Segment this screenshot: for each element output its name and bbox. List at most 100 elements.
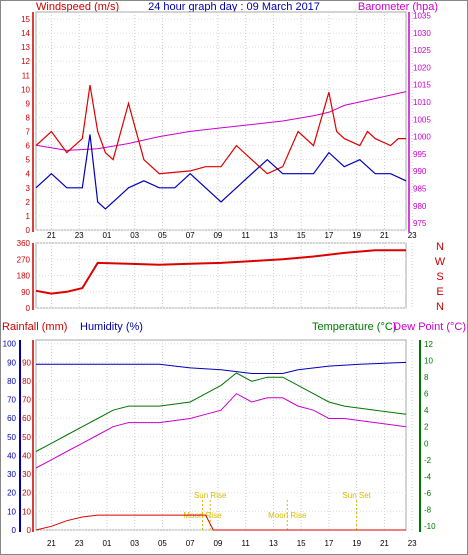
temperature-tick-label: 10 xyxy=(424,357,433,366)
humidity-tick-label: 90 xyxy=(7,358,16,367)
wind-tick-label: 11 xyxy=(22,71,31,80)
time-tick-label: 23 xyxy=(408,231,417,240)
wind-panel xyxy=(35,11,407,231)
humidity-tick-label: 20 xyxy=(7,489,16,498)
compass-label: W xyxy=(435,256,446,268)
direction-grid xyxy=(36,242,413,309)
barometer-tick-label: 990 xyxy=(413,167,427,176)
time-tick-label: 21 xyxy=(47,231,56,240)
barometer-tick-label: 1015 xyxy=(413,81,431,90)
wind-tick-label: 6 xyxy=(26,142,31,151)
climate-lines xyxy=(35,361,407,531)
wind-tick-label: 13 xyxy=(21,43,30,52)
rainfall-label: Rainfall (mm) xyxy=(2,321,67,333)
rain-tick-label: 70 xyxy=(22,396,31,405)
direction-tick-label: 90 xyxy=(21,288,30,297)
time-tick-label: 05 xyxy=(158,231,167,240)
time-tick-label: 13 xyxy=(269,231,278,240)
wind-lines xyxy=(35,85,407,210)
wind-grid xyxy=(36,12,413,231)
time-tick-label: 09 xyxy=(213,231,222,240)
direction-tick-label: 0 xyxy=(26,304,31,313)
temperature-tick-label: 6 xyxy=(424,390,429,399)
wind-tick-label: 3 xyxy=(26,184,31,193)
humidity-line xyxy=(36,361,407,374)
barometer-tick-label: 1030 xyxy=(413,29,431,38)
time-tick-label: 23 xyxy=(408,539,417,548)
wind-tick-label: 4 xyxy=(26,170,31,179)
dew-point-line xyxy=(35,393,407,469)
rain-tick-label: 50 xyxy=(22,433,31,442)
barometer-tick-label: 985 xyxy=(413,184,427,193)
temperature-label: Temperature (°C) xyxy=(312,321,396,333)
barometer-tick-label: 995 xyxy=(413,150,427,159)
wind-gust-line xyxy=(35,85,406,175)
compass-label: S xyxy=(436,271,443,283)
barometer-tick-label: 1005 xyxy=(413,115,431,124)
rain-tick-label: 10 xyxy=(22,507,31,516)
graph-title: 24 hour graph day : 09 March 2017 xyxy=(148,1,320,13)
direction-tick-label: 180 xyxy=(17,272,31,281)
humidity-tick-label: 50 xyxy=(7,433,16,442)
wind-tick-label: 8 xyxy=(26,113,31,122)
direction-lines xyxy=(35,249,406,295)
climate-panel xyxy=(35,339,407,531)
barometer-tick-label: 1020 xyxy=(413,63,431,72)
humidity-tick-label: 100 xyxy=(3,340,17,349)
time-tick-label: 07 xyxy=(186,231,195,240)
time-tick-label: 07 xyxy=(186,539,195,548)
humidity-axis: 0 0 10 10 20 20 30 30 40 40 50 50 60 60 70 70 80 80 90 90 10… xyxy=(3,340,32,535)
direction-tick-label: 270 xyxy=(17,255,31,264)
humidity-tick-label: 30 xyxy=(7,470,16,479)
barometer-tick-label: 1000 xyxy=(413,133,431,142)
humidity-tick-label: 40 xyxy=(7,451,16,460)
temperature-tick-label: 0 xyxy=(424,439,429,448)
barometer-title: Barometer (hpa) xyxy=(358,1,438,13)
time-tick-label: 03 xyxy=(130,231,139,240)
barometer-tick-label: 1010 xyxy=(413,98,431,107)
time-tick-label: 15 xyxy=(297,539,306,548)
rain-tick-label: 60 xyxy=(22,414,31,423)
time-tick-label: 21 xyxy=(380,539,389,548)
wind-time-axis: 21 23 01 03 05 07 09 11 13 15 17 19 21 23 xyxy=(47,231,417,240)
wind-direction-line xyxy=(35,249,406,295)
wind-tick-label: 5 xyxy=(26,156,31,165)
wind-tick-label: 7 xyxy=(26,128,31,137)
time-tick-label: 23 xyxy=(75,231,84,240)
barometer-tick-label: 980 xyxy=(413,202,427,211)
temperature-axis: -10 -8 -6 -4 -2 0 2 4 6 8 10 12 xyxy=(424,340,436,531)
compass-label: N xyxy=(436,301,444,313)
climate-time-axis: 21 23 01 03 05 07 09 11 13 15 17 19 21 23 xyxy=(47,539,417,548)
temperature-tick-label: -2 xyxy=(424,456,432,465)
temperature-tick-label: -4 xyxy=(424,472,432,481)
temperature-tick-label: -10 xyxy=(424,522,436,531)
rain-tick-label: 90 xyxy=(22,358,31,367)
temperature-tick-label: 12 xyxy=(424,340,433,349)
wind-tick-label: 2 xyxy=(26,198,31,207)
rain-tick-label: 80 xyxy=(22,377,31,386)
wind-tick-label: 9 xyxy=(26,99,31,108)
humidity-tick-label: 70 xyxy=(7,396,16,405)
wind-speed-line xyxy=(35,134,407,210)
time-tick-label: 21 xyxy=(47,539,56,548)
temperature-tick-label: -8 xyxy=(424,505,432,514)
wind-tick-label: 12 xyxy=(21,57,30,66)
time-tick-label: 03 xyxy=(130,539,139,548)
time-tick-label: 15 xyxy=(297,231,306,240)
barometer-tick-label: 975 xyxy=(413,219,427,228)
rain-tick-label: 30 xyxy=(22,470,31,479)
barometer-tick-label: 1025 xyxy=(413,46,431,55)
time-tick-label: 21 xyxy=(380,231,389,240)
wind-tick-label: 15 xyxy=(21,15,30,24)
time-tick-label: 17 xyxy=(324,539,333,548)
time-tick-label: 11 xyxy=(242,539,251,548)
wind-tick-label: 14 xyxy=(21,29,30,38)
compass-label: N xyxy=(436,241,444,253)
rain-tick-label: 20 xyxy=(22,489,31,498)
time-tick-label: 09 xyxy=(213,539,222,548)
temperature-tick-label: 2 xyxy=(424,423,429,432)
humidity-tick-label: 0 xyxy=(12,526,17,535)
